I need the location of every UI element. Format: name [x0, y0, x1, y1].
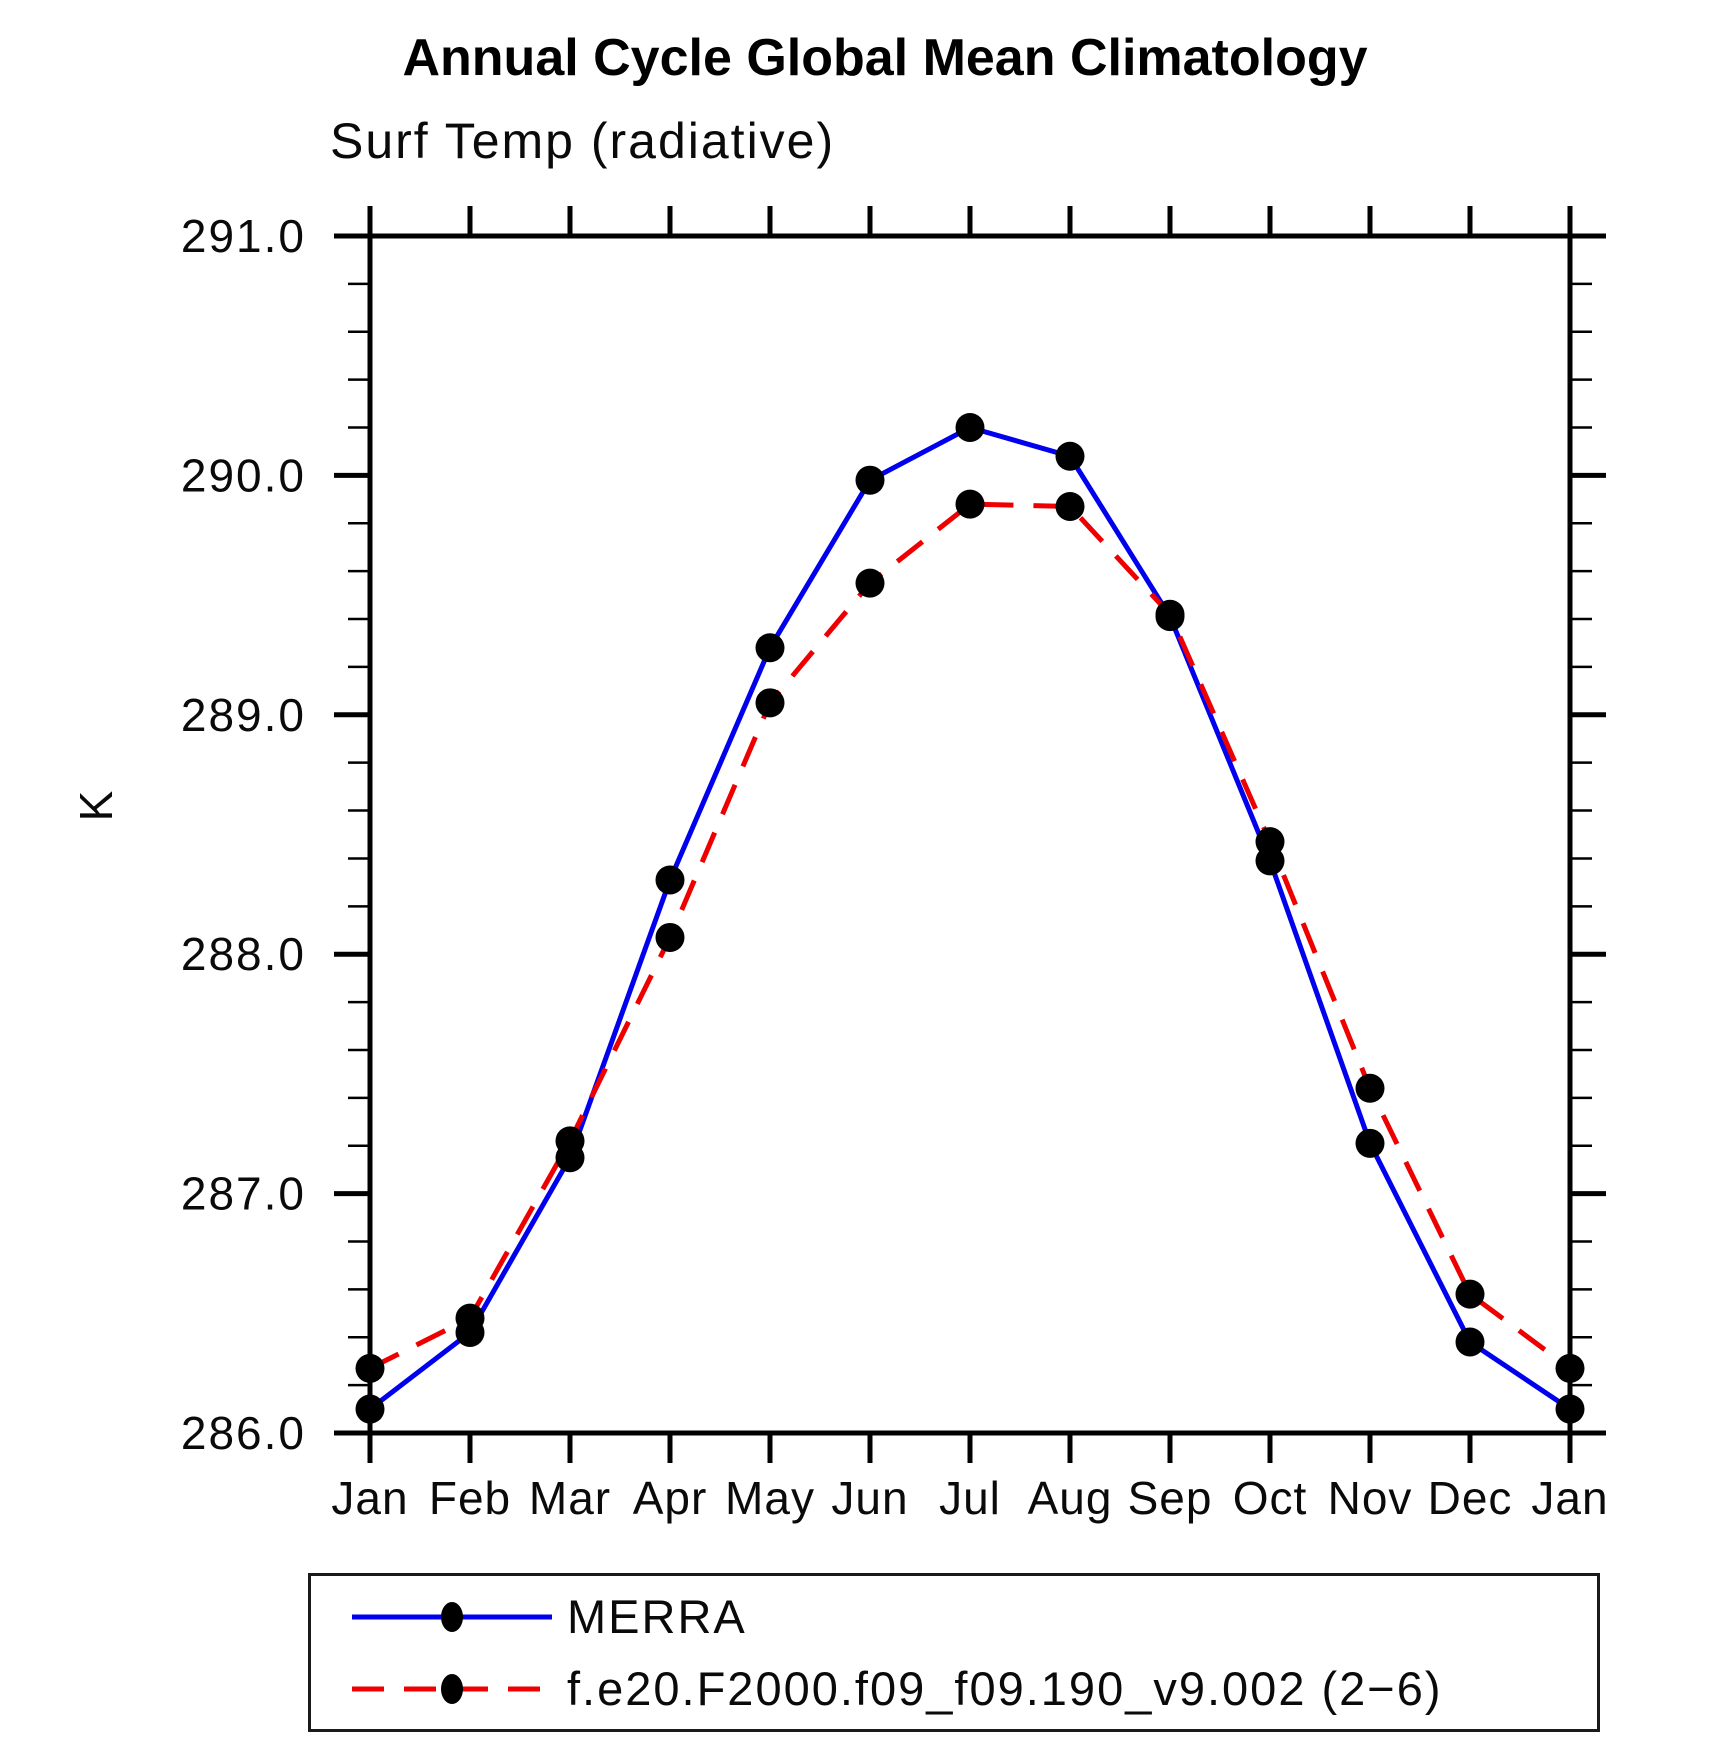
data-point: [755, 633, 785, 663]
legend-swatch-model: [352, 1673, 552, 1704]
data-point: [1555, 1353, 1585, 1383]
y-tick-label: 287.0: [181, 1168, 306, 1220]
y-tick-label: 291.0: [181, 210, 306, 262]
legend: MERRA f.e20.F2000.f09_f09.190_v9.002 (2−…: [308, 1573, 1600, 1732]
x-tick-label: Dec: [1428, 1472, 1513, 1524]
legend-label-merra: MERRA: [567, 1590, 747, 1643]
legend-swatch-merra: [352, 1601, 552, 1632]
legend-item-model: f.e20.F2000.f09_f09.190_v9.002 (2−6): [347, 1659, 1597, 1719]
data-point: [655, 922, 685, 952]
data-point: [855, 465, 885, 495]
data-point: [1155, 599, 1185, 629]
x-tick-label: Aug: [1028, 1472, 1113, 1524]
x-tick-label: Jan: [331, 1472, 408, 1524]
y-tick-label: 290.0: [181, 449, 306, 501]
series-line-merra: [368, 424, 1572, 1412]
data-point: [555, 1126, 585, 1156]
data-point: [1555, 1394, 1585, 1424]
x-tick-label: Mar: [529, 1472, 611, 1524]
y-tick-label: 289.0: [181, 689, 306, 741]
x-tick-label: Jun: [831, 1472, 908, 1524]
data-point: [1255, 827, 1285, 857]
data-point: [1355, 1073, 1385, 1103]
data-point: [1355, 1128, 1385, 1158]
x-tick-label: Jul: [939, 1472, 1001, 1524]
data-point: [955, 413, 985, 443]
data-point: [1455, 1279, 1485, 1309]
x-tick-label: Oct: [1233, 1472, 1308, 1524]
data-point: [355, 1353, 385, 1383]
x-tick-label: Feb: [429, 1472, 511, 1524]
data-point: [455, 1303, 485, 1333]
x-tick-label: Sep: [1128, 1472, 1213, 1524]
legend-marker-dot: [441, 1601, 463, 1632]
data-point: [1055, 441, 1085, 471]
x-tick-label: Apr: [633, 1472, 708, 1524]
chart-subtitle: Surf Temp (radiative): [330, 113, 836, 169]
data-point: [1055, 492, 1085, 522]
series-line-model: [368, 501, 1572, 1371]
legend-label-model: f.e20.F2000.f09_f09.190_v9.002 (2−6): [567, 1662, 1443, 1715]
data-point: [355, 1394, 385, 1424]
legend-item-merra: MERRA: [347, 1587, 1597, 1647]
x-tick-label: Nov: [1328, 1472, 1413, 1524]
data-point: [1455, 1327, 1485, 1357]
legend-marker-dot: [441, 1673, 463, 1704]
x-tick-label: May: [725, 1472, 815, 1524]
data-point: [655, 865, 685, 895]
chart-title: Annual Cycle Global Mean Climatology: [402, 29, 1368, 87]
data-point: [855, 568, 885, 598]
y-axis-label: K: [70, 790, 122, 821]
data-point: [755, 688, 785, 718]
data-point: [955, 489, 985, 519]
y-tick-label: 286.0: [181, 1407, 306, 1459]
x-tick-label: Jan: [1531, 1472, 1608, 1524]
y-tick-label: 288.0: [181, 928, 306, 980]
